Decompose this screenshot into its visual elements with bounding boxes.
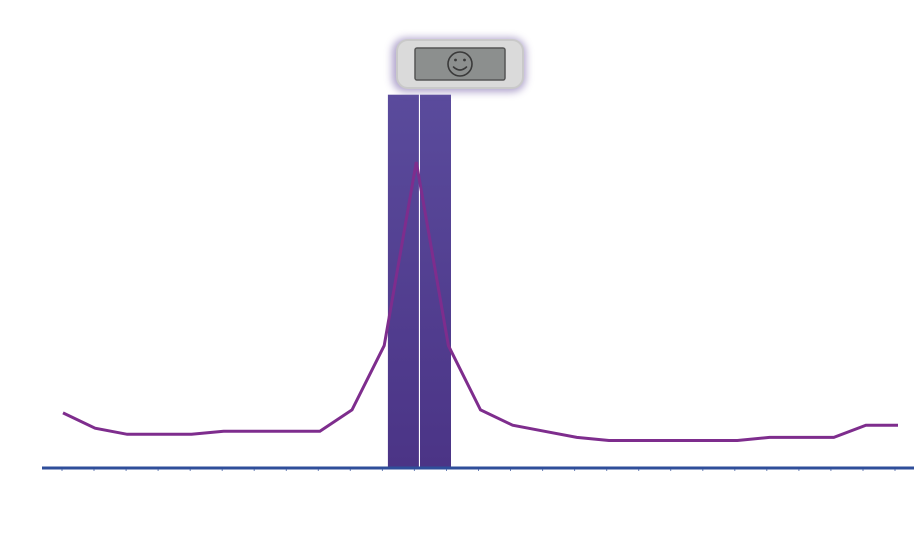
beam-bar-2: [420, 94, 451, 468]
bars-layer: [387, 94, 451, 468]
smiley-face-icon: [447, 51, 473, 77]
curve-series: [62, 161, 898, 442]
device-display: [392, 38, 526, 92]
device-screen: [414, 47, 506, 81]
beam-bar-1: [387, 94, 419, 468]
